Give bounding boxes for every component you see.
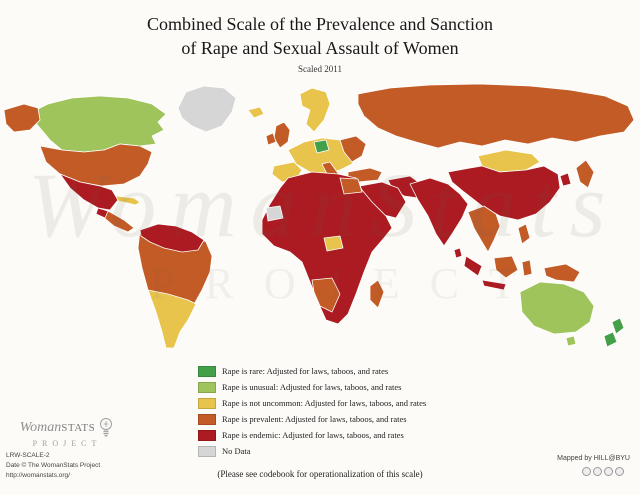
legend-label-prevalent: Rape is prevalent: Adjusted for laws, ta…: [222, 414, 407, 424]
map-region-madagascar: [369, 279, 385, 309]
legend-label-endemic: Rape is endemic: Adjusted for laws, tabo…: [222, 430, 404, 440]
map-region-central-africa: [323, 235, 344, 252]
map-region-scandinavia: [299, 87, 331, 133]
map-region-eastern-europe: [339, 135, 367, 163]
map-region-russia: [357, 83, 635, 149]
legend-item-unusual: Rape is unusual: Adjusted for laws, tabo…: [198, 379, 426, 395]
copyright-text: Date © The WomanStats Project: [6, 462, 101, 470]
legend-item-not-uncommon: Rape is not uncommon: Adjusted for laws,…: [198, 395, 426, 411]
map-region-borneo: [493, 255, 519, 279]
logo-project-text: PROJECT: [32, 439, 102, 448]
map-region-ireland: [265, 132, 277, 146]
map-region-alaska: [3, 103, 41, 133]
cc-badge-icons: [582, 467, 624, 476]
codebook-note: (Please see codebook for operationalizat…: [217, 469, 423, 479]
map-region-iceland: [247, 106, 265, 119]
page-title: Combined Scale of the Prevalence and San…: [0, 13, 640, 61]
map-region-northern-south-america: [139, 223, 205, 253]
map-region-cuba: [115, 195, 141, 206]
cc-badge-icon: [604, 467, 613, 476]
legend-label-rare: Rape is rare: Adjusted for laws, taboos,…: [222, 366, 389, 376]
legend-label-no-data: No Data: [222, 446, 251, 456]
map-region-new-zealand-south: [603, 331, 618, 348]
logo-wordmark: WomanSTATS: [20, 418, 96, 436]
footer-info: LRW-SCALE-2 Date © The WomanStats Projec…: [6, 451, 100, 481]
mapped-by-credit: Mapped by HILL@BYU: [557, 455, 630, 462]
scale-code: LRW-SCALE-2: [6, 452, 50, 459]
legend-swatch-unusual: [198, 381, 216, 393]
map-region-korea: [559, 172, 572, 187]
map-region-tasmania: [565, 335, 577, 347]
legend-swatch-prevalent: [198, 413, 216, 425]
title-line-2: of Rape and Sexual Assault of Women: [181, 37, 459, 58]
cc-badge-icon: [593, 467, 602, 476]
map-region-japan: [575, 159, 595, 189]
map-region-southeast-asia: [467, 205, 501, 253]
legend-swatch-endemic: [198, 429, 216, 441]
map-region-southwest-africa: [311, 277, 341, 313]
cc-badge-icon: [582, 467, 591, 476]
subtitle: Scaled 2011: [298, 64, 342, 74]
womanstats-logo: WomanSTATS PROJECT: [8, 416, 126, 448]
legend-item-prevalent: Rape is prevalent: Adjusted for laws, ta…: [198, 411, 426, 427]
map-region-new-guinea: [543, 263, 581, 283]
map-region-new-zealand-north: [611, 317, 625, 335]
map-region-china: [447, 165, 561, 221]
map-region-java: [481, 279, 507, 291]
legend-swatch-rare: [198, 365, 216, 377]
legend-item-rare: Rape is rare: Adjusted for laws, taboos,…: [198, 363, 426, 379]
lightbulb-icon: [100, 418, 113, 437]
title-line-1: Combined Scale of the Prevalence and San…: [147, 14, 493, 34]
legend-swatch-no-data: [198, 445, 216, 457]
map-region-western-sahara: [265, 205, 284, 222]
logo-woman-text: Woman: [19, 420, 62, 435]
map-region-uk: [273, 121, 291, 149]
map-region-sulawesi: [521, 259, 533, 277]
map-region-canada: [27, 95, 167, 153]
map-region-guatemala: [95, 207, 109, 219]
legend: Rape is rare: Adjusted for laws, taboos,…: [198, 363, 426, 459]
map-region-greenland: [177, 85, 237, 133]
legend-item-endemic: Rape is endemic: Adjusted for laws, tabo…: [198, 427, 426, 443]
legend-label-not-uncommon: Rape is not uncommon: Adjusted for laws,…: [222, 398, 427, 408]
logo-stats-text: STATS: [61, 422, 96, 434]
map-region-germany: [313, 139, 330, 154]
map-region-egypt: [339, 177, 363, 195]
map-region-india: [409, 177, 469, 247]
world-map-area: WomanStats PROJECT: [0, 80, 640, 365]
map-region-sumatra: [463, 255, 483, 277]
legend-label-unusual: Rape is unusual: Adjusted for laws, tabo…: [222, 382, 402, 392]
legend-item-no-data: No Data: [198, 443, 426, 459]
map-region-southern-cone: [147, 289, 197, 349]
map-region-sri-lanka: [453, 247, 463, 259]
world-map: [3, 83, 635, 349]
map-region-philippines: [517, 223, 531, 245]
legend-swatch-not-uncommon: [198, 397, 216, 409]
map-region-australia: [519, 281, 595, 335]
cc-badge-icon: [615, 467, 624, 476]
map-region-mexico: [59, 173, 119, 211]
project-url: http://womanstats.org/: [6, 472, 70, 480]
